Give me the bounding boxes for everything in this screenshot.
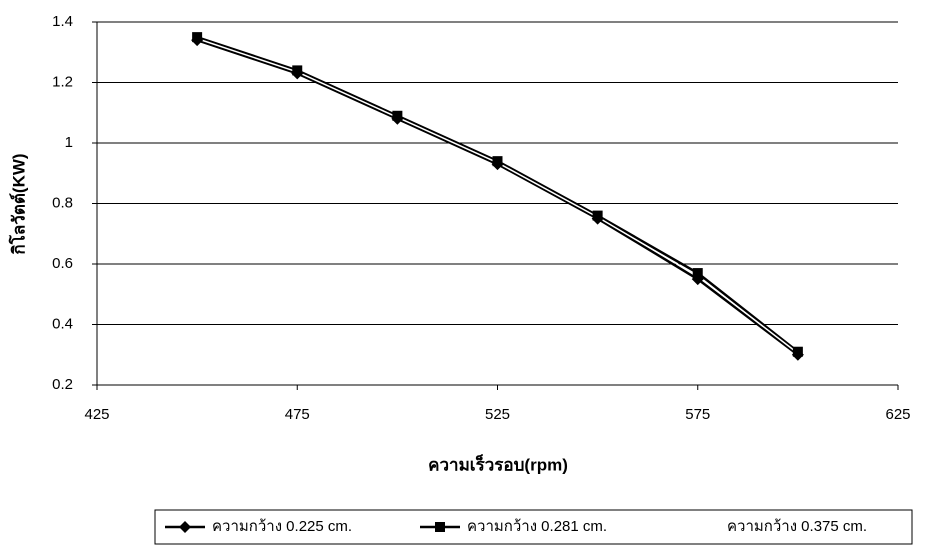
- y-tick-label: 1.2: [52, 73, 73, 90]
- data-point: [792, 346, 803, 357]
- data-point: [292, 65, 303, 76]
- legend-box: [154, 509, 913, 545]
- legend-marker: [179, 521, 191, 533]
- series-line: [196, 38, 799, 356]
- x-tick-label: 425: [84, 406, 109, 423]
- legend-label: ความกว้าง 0.375 cm.: [727, 518, 867, 535]
- y-tick-label: 1.4: [52, 13, 73, 30]
- x-tick-label: 475: [285, 406, 310, 423]
- legend-marker: [435, 522, 445, 532]
- x-tick-label: 525: [485, 406, 510, 423]
- legend-label: ความกว้าง 0.281 cm.: [467, 518, 607, 535]
- y-tick-label: 0.2: [52, 376, 73, 393]
- data-point: [192, 32, 203, 43]
- data-point: [392, 110, 403, 121]
- y-tick-label: 0.4: [52, 315, 73, 332]
- y-tick-label: 0.6: [52, 255, 73, 272]
- y-axis-label: กิโลวัตต์(KW): [8, 153, 28, 254]
- x-tick-label: 575: [685, 406, 710, 423]
- data-point: [592, 210, 603, 221]
- legend-label: ความกว้าง 0.225 cm.: [212, 518, 352, 535]
- series-line: [196, 35, 799, 353]
- y-tick-label: 0.8: [52, 194, 73, 211]
- data-point: [492, 156, 503, 167]
- data-point: [692, 268, 703, 279]
- y-tick-label: 1: [65, 134, 73, 151]
- x-tick-label: 625: [885, 406, 910, 423]
- x-axis-label: ความเร็วรอบ(rpm): [428, 452, 568, 474]
- series-line: [196, 37, 799, 354]
